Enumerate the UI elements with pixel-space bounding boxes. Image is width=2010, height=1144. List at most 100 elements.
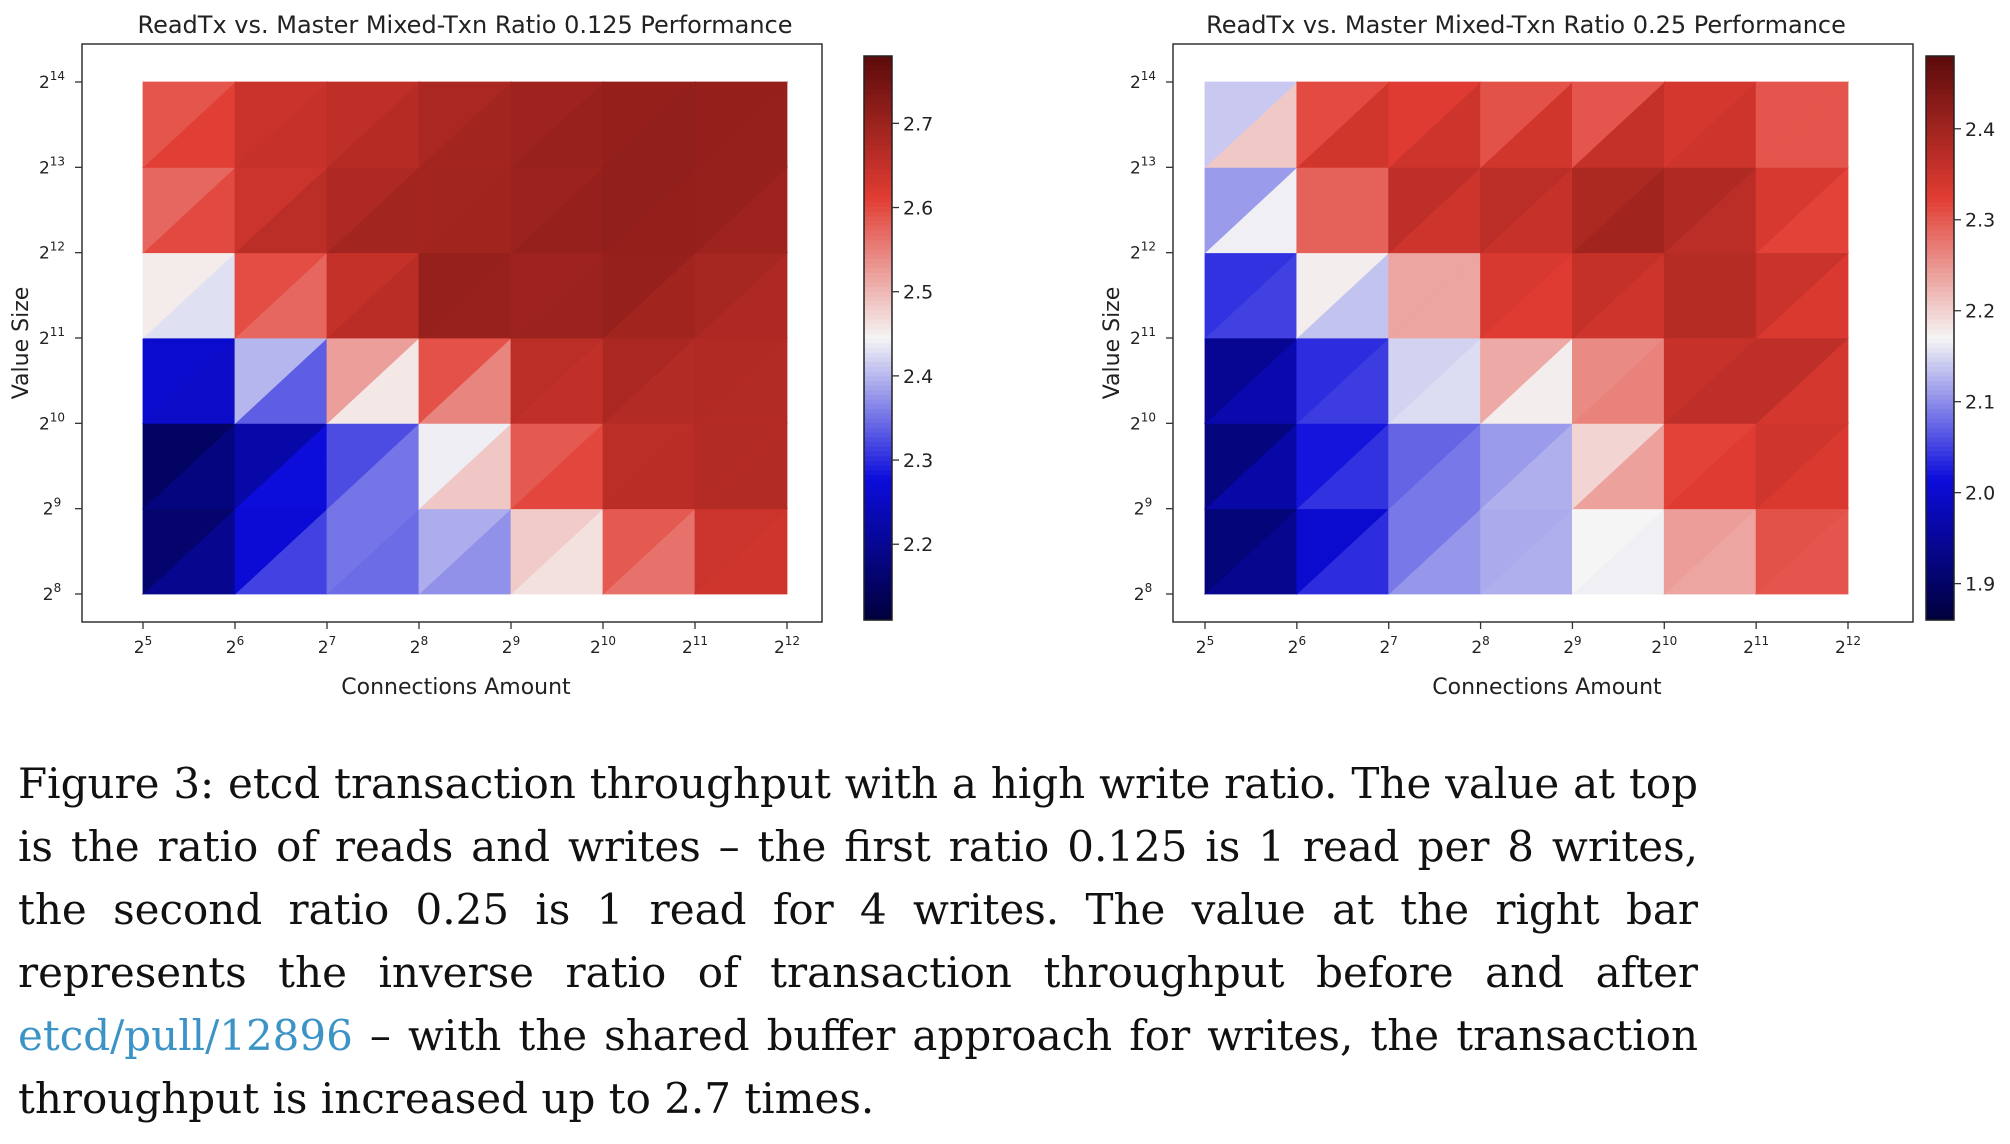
heat-cell-2-5-b: [326, 81, 421, 169]
colorbar-strip: [864, 168, 892, 175]
colorbar-strip: [1926, 521, 1954, 527]
y-tick-label: 214: [1130, 69, 1156, 93]
colorbar-strip: [864, 98, 892, 104]
colorbar-strip: [1926, 272, 1954, 278]
colorbar-strip: [864, 135, 892, 142]
y-tick-label-exponent: 12: [50, 240, 65, 254]
colorbar-strip: [864, 587, 892, 593]
colorbar-strip: [1926, 591, 1954, 598]
colorbar-strip: [864, 267, 892, 273]
x-tick-label-exponent: 11: [693, 634, 708, 648]
colorbar-tick-label: 2.2: [903, 534, 933, 556]
colorbar-strip: [1926, 88, 1954, 95]
y-tick-label: 214: [39, 69, 65, 93]
colorbar-tick-label: 2.5: [903, 282, 933, 304]
y-tick-label-base: 2: [1134, 585, 1145, 605]
colorbar-strip: [1926, 84, 1954, 90]
colorbar-strip: [864, 178, 892, 184]
colorbar-strip: [864, 159, 892, 165]
colorbar-strip: [864, 56, 892, 62]
colorbar-strip: [1926, 140, 1954, 146]
colorbar-strip: [1926, 615, 1954, 621]
colorbar-tick-label: 2.0: [1965, 483, 1995, 505]
colorbar-strip: [1926, 234, 1954, 240]
y-tick-label-base: 2: [1130, 244, 1141, 264]
colorbar-strip: [864, 60, 892, 66]
colorbar-strip: [864, 201, 892, 207]
colorbar-strip: [1926, 474, 1954, 480]
y-tick-label-exponent: 11: [1141, 325, 1156, 339]
colorbar-strip: [864, 441, 892, 447]
x-axis-label: Connections Amount: [1432, 675, 1662, 700]
y-tick-label-base: 2: [39, 414, 50, 434]
colorbar-tick-label: 2.4: [1965, 119, 1995, 141]
colorbar-strip: [864, 225, 892, 231]
heat-cell-2-5-b: [1388, 81, 1482, 169]
colorbar-strip: [864, 356, 892, 363]
colorbar-strip: [864, 131, 892, 137]
colorbar-frame: [863, 55, 893, 621]
colorbar-strip: [1926, 601, 1954, 607]
colorbar-strip: [1926, 582, 1954, 588]
colorbar-strip: [864, 507, 892, 513]
x-tick-label-exponent: 9: [1574, 634, 1582, 648]
colorbar-strip: [1926, 403, 1954, 410]
colorbar-strip: [1926, 187, 1954, 193]
colorbar-strip: [864, 380, 892, 386]
colorbar-tick-label: 2.6: [903, 198, 933, 220]
x-tick-label: 28: [410, 634, 428, 658]
colorbar-tick-label: 2.3: [1965, 210, 1995, 232]
colorbar-strip: [1926, 131, 1954, 137]
x-tick-label-base: 2: [1563, 638, 1574, 658]
y-tick-label: 28: [43, 581, 61, 605]
heat-cell-5-5-b: [1663, 81, 1758, 169]
colorbar-strip: [1926, 328, 1954, 334]
colorbar-strip: [864, 347, 892, 353]
colorbar-strip: [864, 281, 892, 287]
colorbar-strip: [864, 93, 892, 99]
colorbar-strip: [864, 248, 892, 254]
x-tick-label-exponent: 5: [145, 634, 153, 648]
x-tick-label: 211: [682, 634, 708, 658]
x-tick-label: 26: [226, 634, 244, 658]
colorbar-strip: [1926, 516, 1954, 522]
colorbar-strip: [864, 145, 892, 151]
x-tick-label: 210: [590, 634, 616, 658]
colorbar-strip: [864, 573, 892, 579]
colorbar-strip: [864, 276, 892, 283]
colorbar-strip: [1926, 248, 1954, 254]
colorbar-strip: [864, 253, 892, 259]
colorbar-strip: [1926, 286, 1954, 292]
colorbar-strip: [1926, 65, 1954, 71]
colorbar-strip: [1926, 526, 1954, 532]
colorbar-strip: [1926, 605, 1954, 612]
colorbar-strip: [1926, 74, 1954, 81]
x-tick-label-base: 2: [1651, 638, 1662, 658]
colorbar-strip: [864, 422, 892, 428]
colorbar-strip: [864, 84, 892, 90]
colorbar-strip: [1926, 417, 1954, 424]
colorbar-strip: [864, 173, 892, 179]
y-tick-label: 212: [39, 240, 65, 264]
colorbar-strip: [864, 568, 892, 574]
colorbar-strip: [864, 549, 892, 555]
y-tick-label: 213: [1130, 154, 1156, 178]
colorbar-strip: [864, 126, 892, 132]
colorbar-strip: [1926, 450, 1954, 457]
colorbar-strip: [1926, 211, 1954, 217]
caption-text-after: – with the shared buffer approach for wr…: [18, 1011, 1698, 1123]
y-tick-label-base: 2: [1130, 329, 1141, 349]
y-axis-label: Value Size: [9, 287, 34, 400]
colorbar-strip: [1926, 408, 1954, 414]
colorbar-strip: [1926, 493, 1954, 499]
colorbar-strip: [1926, 229, 1954, 236]
colorbar-strip: [864, 352, 892, 358]
colorbar: 2.2 2.3 2.4 2.5 2.6 2.7: [863, 55, 933, 621]
colorbar-strip: [1926, 192, 1954, 198]
colorbar-strip: [864, 558, 892, 565]
colorbar-strip: [864, 408, 892, 414]
pull-request-link[interactable]: etcd/pull/12896: [18, 1011, 353, 1060]
colorbar-strip: [864, 295, 892, 301]
colorbar-strip: [864, 582, 892, 588]
colorbar-strip: [1926, 56, 1954, 62]
